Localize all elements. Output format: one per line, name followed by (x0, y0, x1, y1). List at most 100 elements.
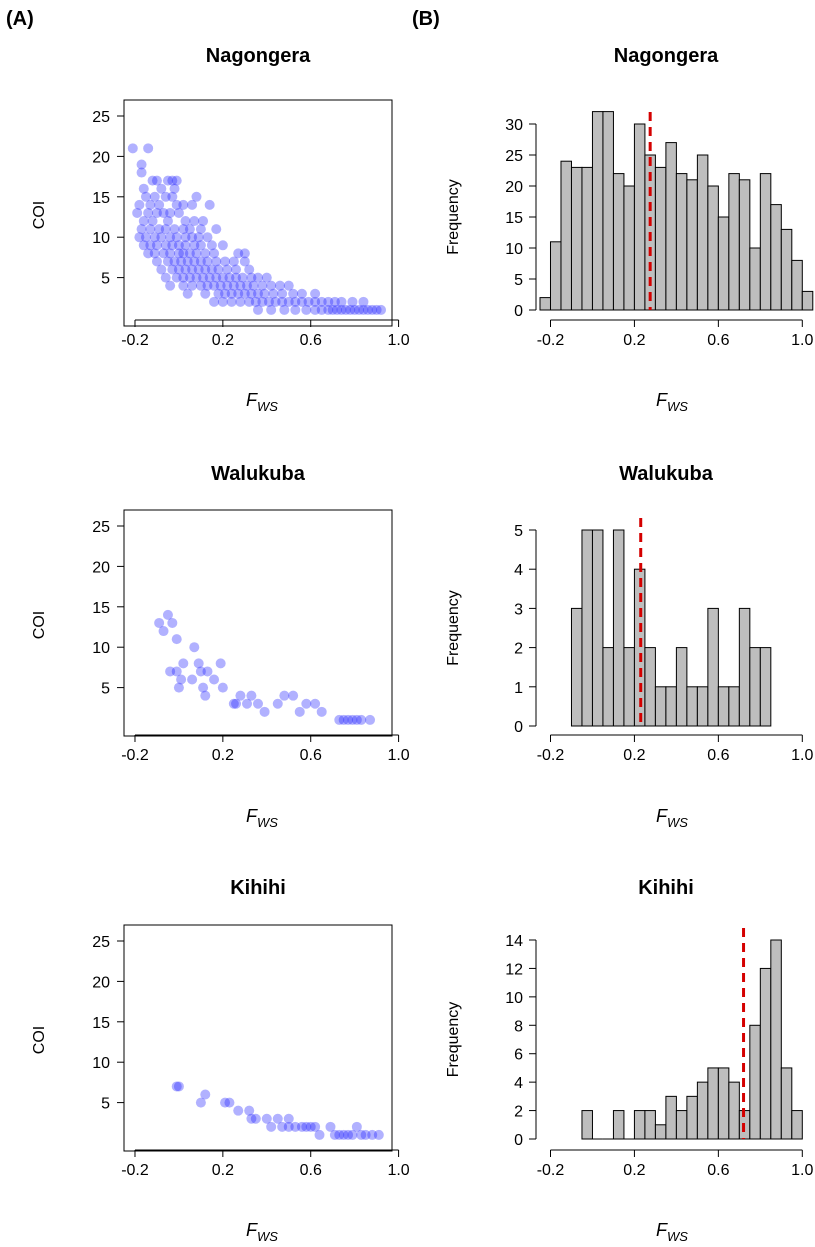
y-tick-label: 10 (92, 640, 110, 657)
chart-title: Nagongera (614, 45, 719, 67)
y-tick-label: 0 (514, 303, 523, 320)
histogram-bar (549, 241, 562, 311)
scatter-point (176, 256, 187, 267)
x-tick-label: 0.2 (212, 747, 234, 764)
y-tick-label: 15 (92, 600, 110, 617)
histogram-bar (633, 1110, 646, 1140)
scatter-point (283, 296, 294, 307)
scatter-point (191, 272, 202, 283)
x-tick-label: -0.2 (537, 747, 565, 764)
scatter-point (149, 191, 160, 202)
x-tick-label: -0.2 (121, 747, 149, 764)
histogram-bar (654, 1124, 667, 1140)
x-tick-label: 1.0 (791, 747, 813, 764)
scatter-point (200, 264, 211, 275)
histogram-bar (749, 1024, 761, 1140)
histogram-bar (696, 1081, 709, 1140)
histogram-bar (581, 529, 593, 727)
scatter-point (162, 175, 173, 186)
scatter-point (279, 690, 290, 701)
scatter-point (136, 224, 147, 235)
scatter-point (151, 175, 162, 186)
scatter-point (165, 232, 176, 243)
scatter-point (259, 288, 270, 299)
scatter-point (200, 690, 211, 701)
histogram-chart-nagongera: Nagongera 0 5 10 15 20 25 30 Frequency -0.2 0.2 0.6… (445, 45, 814, 414)
y-tick-label: 5 (514, 523, 523, 540)
scatter-point (171, 175, 182, 186)
y-tick-label: 10 (92, 230, 110, 247)
histogram-bar (759, 647, 772, 727)
scatter-point (211, 224, 222, 235)
scatter-point (184, 272, 195, 283)
y-tick-label: 5 (101, 1096, 110, 1113)
scatter-point (314, 1129, 325, 1140)
x-axis-label-main: F (656, 390, 668, 410)
scatter-point (189, 256, 200, 267)
scatter-point (235, 296, 246, 307)
scatter-point (290, 304, 301, 315)
scatter-point (266, 304, 277, 315)
scatter-point (228, 698, 239, 709)
scatter-point (270, 296, 281, 307)
histogram-bar (612, 1110, 625, 1140)
x-axis-label: FWS (246, 806, 278, 830)
scatter-point (169, 183, 180, 194)
x-axis-label-main: F (246, 806, 258, 826)
scatter-point (373, 1129, 384, 1140)
scatter-point (266, 1121, 277, 1132)
scatter-point (259, 706, 270, 717)
scatter-point (184, 248, 195, 259)
scatter-point (351, 714, 362, 725)
scatter-point (140, 232, 151, 243)
scatter-point (162, 216, 173, 227)
scatter-point (165, 207, 176, 218)
scatter-point (200, 288, 211, 299)
histogram-bar (696, 686, 709, 727)
scatter-point (266, 280, 277, 291)
scatter-point (215, 280, 226, 291)
y-tick-label: 10 (92, 1055, 110, 1072)
histogram-bar (602, 111, 614, 311)
scatter-point (349, 304, 360, 315)
scatter-point (272, 698, 283, 709)
y-tick-label: 20 (92, 974, 110, 991)
scatter-point (193, 658, 204, 669)
scatter-point (233, 1105, 244, 1116)
scatter-point (158, 207, 169, 218)
scatter-point (336, 296, 347, 307)
scatter-point (189, 240, 200, 251)
scatter-point (296, 296, 307, 307)
x-tick-label: -0.2 (537, 332, 565, 349)
scatter-point (231, 264, 242, 275)
scatter-point (180, 240, 191, 251)
histogram-bar (675, 173, 688, 311)
x-tick-label: 0.6 (707, 332, 729, 349)
scatter-point (154, 617, 165, 628)
scatter-point (220, 1097, 231, 1108)
y-tick-label: 3 (514, 601, 523, 618)
chart-title: Walukuba (619, 463, 714, 485)
y-tick-label: 30 (505, 117, 523, 134)
scatter-point (180, 264, 191, 275)
histogram-bar (749, 247, 761, 311)
scatter-point (167, 175, 178, 186)
chart-title: Nagongera (206, 45, 311, 67)
histogram-bar (665, 142, 677, 311)
y-tick-label: 12 (505, 961, 523, 978)
x-tick-label: 1.0 (387, 332, 409, 349)
x-tick-label: 0.6 (707, 747, 729, 764)
histogram-bar (654, 686, 667, 727)
scatter-point (143, 207, 154, 218)
histogram-bar (717, 1067, 730, 1140)
y-axis-label: Frequency (445, 1002, 462, 1078)
scatter-point (187, 199, 198, 210)
scatter-point (158, 626, 169, 637)
scatter-point (242, 698, 253, 709)
y-tick-label: 2 (514, 1104, 523, 1121)
scatter-point (211, 256, 222, 267)
scatter-point (248, 280, 259, 291)
scatter-chart-walukuba: Walukuba 5 10 15 20 25 COI -0.2 0.2 0.6 1.0 FWS (31, 463, 410, 830)
